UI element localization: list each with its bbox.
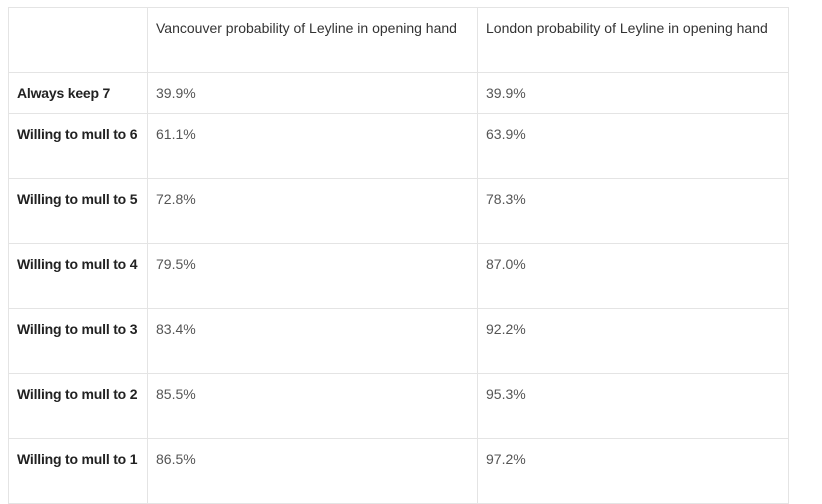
vancouver-value: 72.8% xyxy=(147,178,478,244)
header-empty-cell xyxy=(8,7,148,73)
table-row: Always keep 7 39.9% 39.9% xyxy=(8,72,789,114)
table-row: Willing to mull to 5 72.8% 78.3% xyxy=(8,178,789,244)
london-value: 97.2% xyxy=(477,438,789,504)
table-row: Willing to mull to 2 85.5% 95.3% xyxy=(8,373,789,439)
mulligan-probability-table: Vancouver probability of Leyline in open… xyxy=(8,7,789,504)
row-label: Willing to mull to 5 xyxy=(8,178,148,244)
vancouver-value: 39.9% xyxy=(147,72,478,114)
vancouver-value: 83.4% xyxy=(147,308,478,374)
london-value: 92.2% xyxy=(477,308,789,374)
row-label: Willing to mull to 3 xyxy=(8,308,148,374)
vancouver-value: 85.5% xyxy=(147,373,478,439)
table-row: Willing to mull to 4 79.5% 87.0% xyxy=(8,243,789,309)
table-row: Willing to mull to 1 86.5% 97.2% xyxy=(8,438,789,504)
london-value: 63.9% xyxy=(477,113,789,179)
vancouver-value: 86.5% xyxy=(147,438,478,504)
row-label: Willing to mull to 4 xyxy=(8,243,148,309)
london-value: 87.0% xyxy=(477,243,789,309)
row-label: Willing to mull to 6 xyxy=(8,113,148,179)
row-label: Willing to mull to 2 xyxy=(8,373,148,439)
london-value: 78.3% xyxy=(477,178,789,244)
london-value: 39.9% xyxy=(477,72,789,114)
row-label: Willing to mull to 1 xyxy=(8,438,148,504)
table-row: Willing to mull to 3 83.4% 92.2% xyxy=(8,308,789,374)
row-label: Always keep 7 xyxy=(8,72,148,114)
table-row: Willing to mull to 6 61.1% 63.9% xyxy=(8,113,789,179)
mulligan-table-container: Vancouver probability of Leyline in open… xyxy=(8,7,789,504)
table-header-row: Vancouver probability of Leyline in open… xyxy=(8,7,789,73)
london-value: 95.3% xyxy=(477,373,789,439)
header-vancouver: Vancouver probability of Leyline in open… xyxy=(147,7,478,73)
vancouver-value: 79.5% xyxy=(147,243,478,309)
vancouver-value: 61.1% xyxy=(147,113,478,179)
header-london: London probability of Leyline in opening… xyxy=(477,7,789,73)
